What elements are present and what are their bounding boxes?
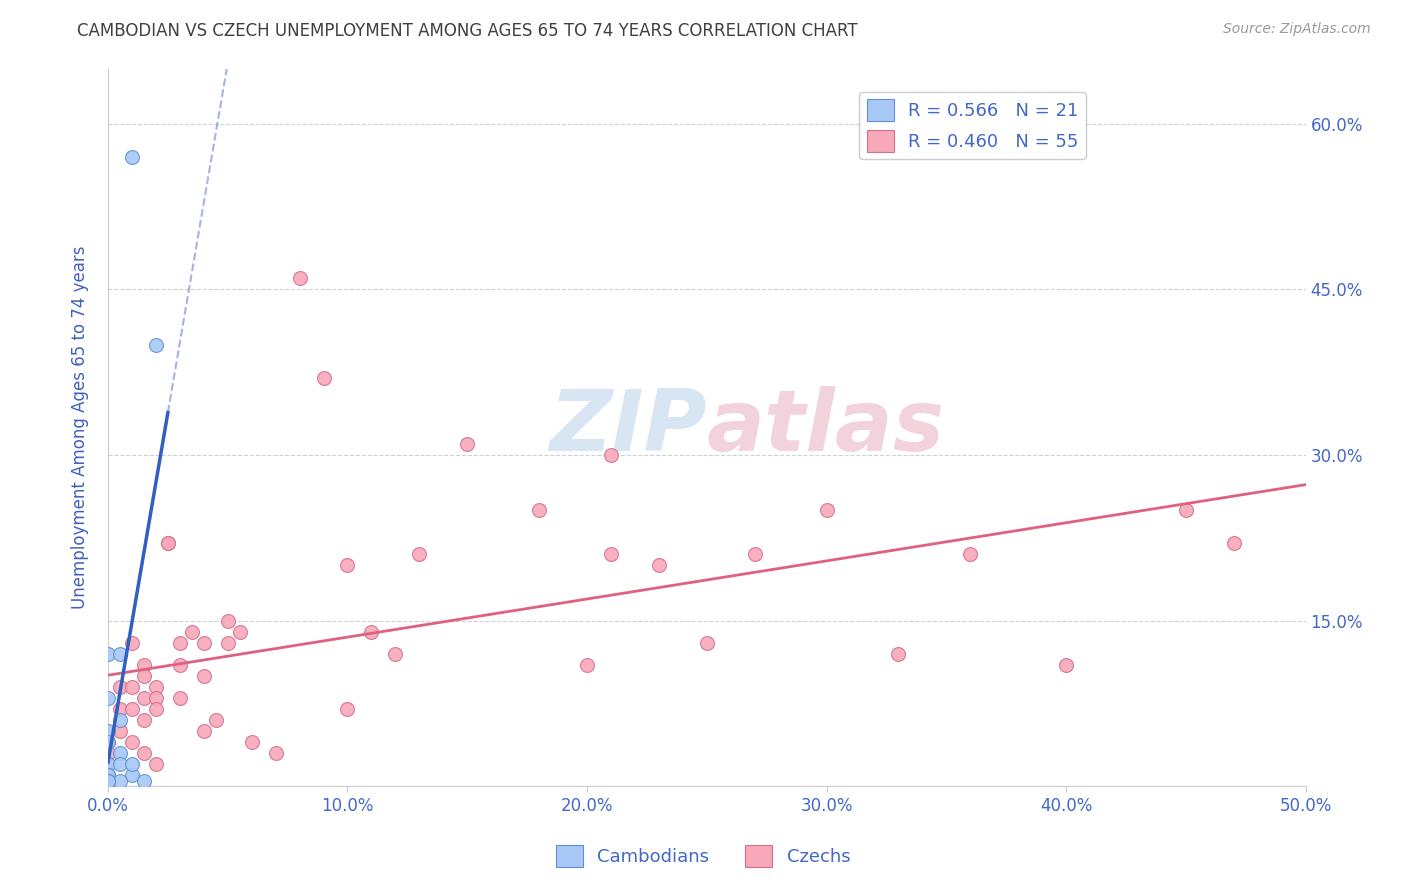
Point (336, 558, 359, 573)
Point (132, 713, 155, 727)
Point (156, 536, 179, 550)
Point (193, 635, 215, 649)
Point (312, 370, 335, 384)
Point (97, 757, 120, 772)
Point (240, 735, 263, 749)
Point (156, 536, 179, 550)
Point (108, 746, 131, 760)
Point (108, 647, 131, 661)
Text: atlas: atlas (707, 386, 945, 469)
Point (145, 337, 167, 351)
Point (145, 757, 167, 772)
Point (97, 647, 120, 661)
Point (959, 547, 981, 561)
Point (97, 690, 120, 705)
Text: CAMBODIAN VS CZECH UNEMPLOYMENT AMONG AGES 65 TO 74 YEARS CORRELATION CHART: CAMBODIAN VS CZECH UNEMPLOYMENT AMONG AG… (77, 22, 858, 40)
Point (1222, 536, 1244, 550)
Point (132, 669, 155, 683)
Point (193, 669, 215, 683)
Point (217, 635, 239, 649)
Point (1054, 657, 1077, 672)
Point (217, 614, 239, 628)
Point (132, 690, 155, 705)
Point (1174, 503, 1197, 517)
Point (97, 735, 120, 749)
Point (169, 657, 191, 672)
Point (575, 657, 598, 672)
Point (169, 635, 191, 649)
Point (204, 713, 226, 727)
Point (121, 768, 143, 782)
Point (648, 558, 671, 573)
Point (169, 690, 191, 705)
Point (97, 768, 120, 782)
Point (744, 547, 766, 561)
Point (132, 773, 155, 788)
Point (121, 680, 143, 694)
Point (97, 768, 120, 782)
Point (121, 757, 143, 772)
Point (108, 680, 131, 694)
Point (887, 647, 910, 661)
Point (121, 150, 143, 164)
Point (600, 547, 623, 561)
Point (264, 746, 287, 760)
Point (408, 547, 430, 561)
Point (145, 702, 167, 716)
Point (696, 635, 718, 649)
Point (360, 624, 382, 639)
Point (600, 448, 623, 462)
Point (108, 702, 131, 716)
Point (108, 757, 131, 772)
Point (121, 635, 143, 649)
Point (108, 723, 131, 738)
Point (121, 735, 143, 749)
Point (193, 723, 215, 738)
Legend: Cambodians, Czechs: Cambodians, Czechs (548, 838, 858, 874)
Point (288, 271, 311, 285)
Point (108, 773, 131, 788)
Point (228, 624, 250, 639)
Point (180, 624, 202, 639)
Point (456, 437, 478, 451)
Point (97, 773, 120, 788)
Point (121, 702, 143, 716)
Point (97, 735, 120, 749)
Point (108, 713, 131, 727)
Point (97, 773, 120, 788)
Point (145, 690, 167, 705)
Point (132, 746, 155, 760)
Point (97, 773, 120, 788)
Point (97, 746, 120, 760)
Point (527, 503, 550, 517)
Point (97, 723, 120, 738)
Point (815, 503, 838, 517)
Point (145, 680, 167, 694)
Text: ZIP: ZIP (550, 386, 707, 469)
Point (97, 768, 120, 782)
Point (336, 702, 359, 716)
Point (132, 657, 155, 672)
Y-axis label: Unemployment Among Ages 65 to 74 years: Unemployment Among Ages 65 to 74 years (72, 245, 89, 609)
Point (384, 647, 406, 661)
Point (97, 757, 120, 772)
Legend: R = 0.566   N = 21, R = 0.460   N = 55: R = 0.566 N = 21, R = 0.460 N = 55 (859, 92, 1085, 160)
Text: Source: ZipAtlas.com: Source: ZipAtlas.com (1223, 22, 1371, 37)
